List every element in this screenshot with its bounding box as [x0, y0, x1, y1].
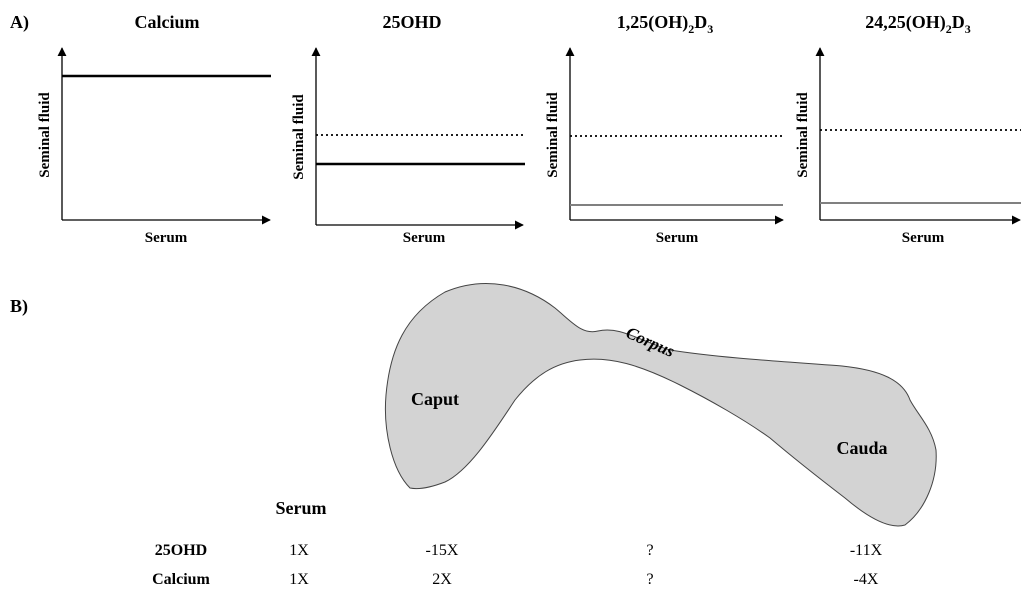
row-label: Calcium [152, 571, 210, 588]
plot-125ohd3: 1,25(OH)2D3 Seminal fluid Serum [545, 12, 784, 246]
cell-serum: 1X [289, 571, 309, 588]
cell-caput: -15X [426, 542, 459, 559]
table-header-serum: Serum [276, 498, 327, 518]
table-row: 25OHD 1X -15X ? -11X [155, 542, 883, 559]
panel-a-label: A) [10, 12, 29, 33]
plot-title-25ohd: 25OHD [382, 12, 441, 32]
y-axis-label: Seminal fluid [291, 94, 307, 180]
plot-title-calcium: Calcium [135, 12, 200, 32]
x-axis-label: Serum [403, 230, 446, 246]
x-axis-label: Serum [145, 230, 188, 246]
x-axis-label: Serum [656, 230, 699, 246]
cell-serum: 1X [289, 542, 309, 559]
y-axis-label: Seminal fluid [545, 92, 561, 178]
epididymis-shape [384, 282, 937, 527]
plot-calcium: Calcium Seminal fluid Serum [37, 12, 271, 246]
row-label: 25OHD [155, 542, 207, 559]
cell-cauda: -11X [850, 542, 883, 559]
plot-title-2425ohd3: 24,25(OH)2D3 [865, 12, 971, 36]
cell-corpus: ? [646, 542, 653, 559]
plot-25ohd: 25OHD Seminal fluid Serum [291, 12, 525, 246]
plot-2425ohd3: 24,25(OH)2D3 Seminal fluid Serum [795, 12, 1021, 246]
cell-caput: 2X [432, 571, 452, 588]
cell-corpus: ? [646, 571, 653, 588]
table-row: Calcium 1X 2X ? -4X [152, 571, 879, 588]
panel-b-label: B) [10, 296, 28, 317]
y-axis-label: Seminal fluid [795, 92, 811, 178]
cell-cauda: -4X [854, 571, 879, 588]
region-caput: Caput [411, 389, 459, 409]
x-axis-label: Serum [902, 230, 945, 246]
region-cauda: Cauda [836, 438, 887, 458]
plot-title-125ohd3: 1,25(OH)2D3 [617, 12, 714, 36]
y-axis-label: Seminal fluid [37, 92, 53, 178]
